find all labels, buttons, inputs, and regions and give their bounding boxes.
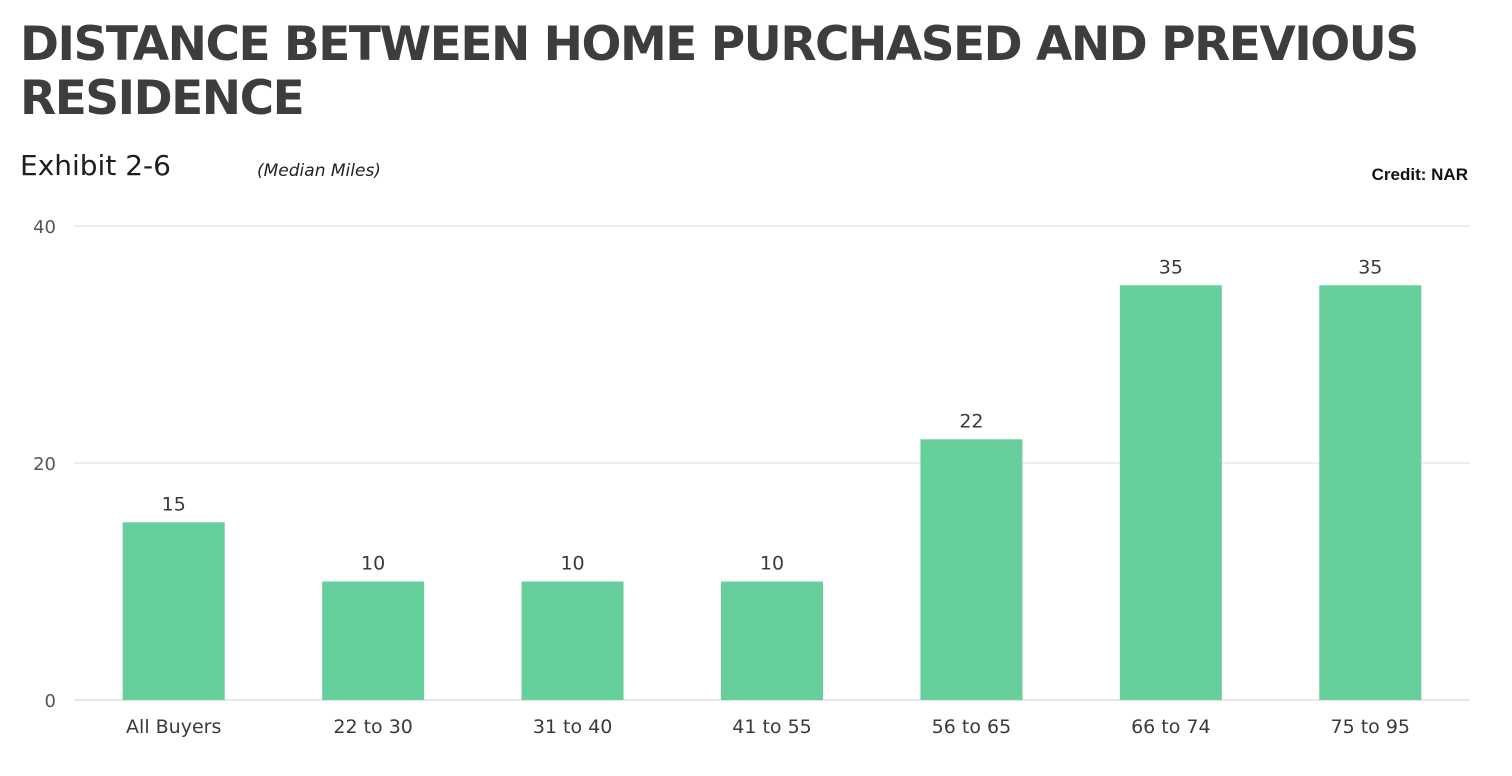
category-label-1: 22 to 30: [333, 716, 413, 738]
bar-2: [521, 581, 624, 700]
y-axis-ticks: 0 20 40: [33, 217, 56, 712]
bar-6: [1319, 285, 1422, 700]
chart-title: DISTANCE BETWEEN HOME PURCHASED AND PREV…: [20, 17, 1419, 126]
data-label-3: 10: [760, 553, 784, 575]
category-label-3: 41 to 55: [732, 716, 812, 738]
data-labels: 15 10 10 10 22 35 35: [162, 256, 1383, 574]
category-label-5: 66 to 74: [1131, 716, 1211, 738]
data-label-4: 22: [959, 410, 983, 432]
bar-1: [322, 581, 425, 700]
data-label-0: 15: [162, 493, 186, 515]
chart-subtitle: (Median Miles): [257, 161, 381, 181]
category-label-0: All Buyers: [126, 716, 221, 738]
bar-4: [920, 439, 1023, 700]
y-tick-label: 20: [33, 454, 56, 475]
bar-3: [721, 581, 823, 700]
data-label-6: 35: [1358, 256, 1382, 278]
data-label-1: 10: [361, 553, 385, 575]
exhibit-label: Exhibit 2-6: [20, 149, 171, 182]
data-label-2: 10: [560, 553, 584, 575]
category-label-2: 31 to 40: [533, 716, 613, 738]
x-axis-categories: All Buyers 22 to 30 31 to 40 41 to 55 56 to …: [126, 716, 1410, 738]
category-label-4: 56 to 65: [932, 716, 1012, 738]
category-label-6: 75 to 95: [1331, 716, 1411, 738]
bar-0: [122, 522, 225, 700]
bar-5: [1119, 285, 1222, 700]
y-tick-label: 0: [45, 691, 56, 712]
data-label-5: 35: [1159, 256, 1183, 278]
y-tick-label: 40: [33, 217, 56, 238]
bars: [122, 285, 1422, 700]
credit-label: Credit: NAR: [1371, 165, 1468, 184]
